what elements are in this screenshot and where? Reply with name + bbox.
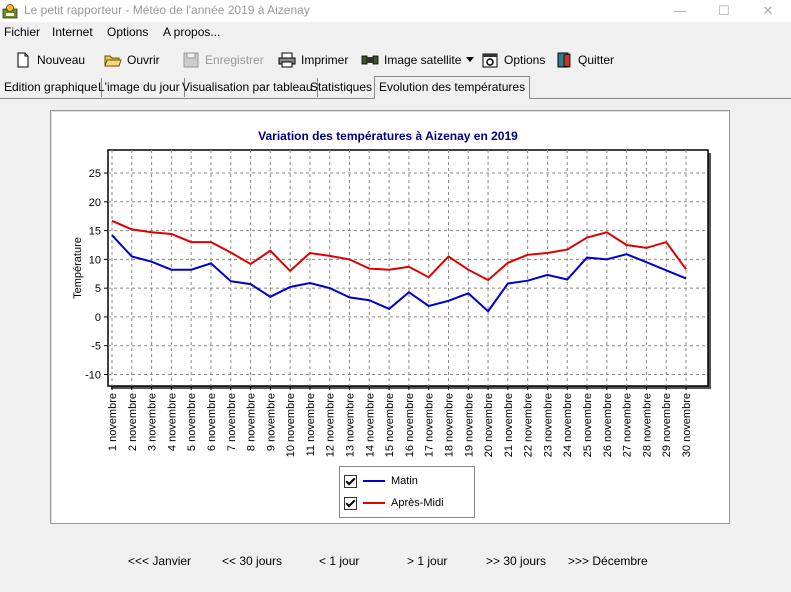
x-tick-label: 30 novembre [681,393,693,457]
maximize-button[interactable]: ☐ [718,3,730,18]
x-tick-label: 13 novembre [345,393,357,457]
satellite-icon [361,55,379,65]
ouvrir-button[interactable]: Ouvrir [104,48,160,72]
x-tick-label: 7 novembre [226,393,238,451]
y-tick-label: 20 [89,197,101,209]
options-label: Options [504,53,546,67]
y-axis-label: Température [72,237,84,299]
x-tick-label: 5 novembre [186,393,198,451]
toolbar: Nouveau Ouvrir Enregistrer Imprimer Imag… [0,46,791,74]
x-tick-label: 29 novembre [661,393,673,457]
y-tick-label: 10 [89,254,101,266]
title-bar: Le petit rapporteur - Météo de l'année 2… [0,0,791,22]
x-tick-label: 18 novembre [443,393,455,457]
matin-checkbox[interactable] [344,474,357,488]
y-tick-label: -5 [91,341,101,353]
exit-door-icon [557,52,571,68]
window-title: Le petit rapporteur - Météo de l'année 2… [24,3,310,17]
x-tick-label: 17 novembre [424,393,436,457]
x-tick-label: 23 novembre [542,393,554,457]
x-tick-label: 20 novembre [483,393,495,457]
legend-item-matin[interactable]: Matin [344,472,418,490]
x-tick-label: 21 novembre [503,393,515,457]
x-tick-label: 27 novembre [622,393,634,457]
legend-label-matin: Matin [391,475,418,487]
x-tick-label: 11 novembre [305,393,317,456]
close-button[interactable]: ✕ [762,3,774,18]
imprimer-button[interactable]: Imprimer [278,48,348,72]
plot-area [107,149,709,387]
app-icon [2,4,18,19]
imprimer-label: Imprimer [301,53,349,67]
legend-line-matin [363,480,385,482]
x-tick-label: 1 novembre [107,393,119,451]
ouvrir-label: Ouvrir [127,53,160,67]
new-file-icon [17,52,29,68]
nouveau-label: Nouveau [37,53,86,67]
printer-icon [278,52,296,68]
x-tick-label: 25 novembre [582,393,594,457]
chart-title: Variation des températures à Aizenay en … [258,129,518,143]
save-icon [183,52,199,68]
menu-options[interactable]: Options [107,25,149,39]
x-tick-label: 12 novembre [325,393,337,457]
x-tick-label: 14 novembre [364,393,376,457]
x-tick-label: 22 novembre [523,393,535,457]
next-month-button[interactable]: >>> Décembre [568,554,648,568]
x-tick-label: 10 novembre [285,393,297,457]
legend-item-apres-midi[interactable]: Après-Midi [344,494,444,512]
x-tick-label: 15 novembre [384,393,396,457]
x-tick-label: 4 novembre [166,393,178,451]
x-tick-label: 2 novembre [127,393,139,451]
series-line-apres-midi [111,219,687,282]
minimize-button[interactable]: — [673,3,687,18]
y-tick-label: 25 [89,168,101,180]
legend-line-apres-midi [363,502,385,504]
x-tick-label: 6 novembre [206,393,218,451]
menu-a-propos[interactable]: A propos... [163,25,221,39]
navigation-bar: <<< Janvier << 30 jours < 1 jour > 1 jou… [0,550,791,572]
x-tick-label: 8 novembre [246,393,258,451]
tab-edition-graphique[interactable]: Edition graphique [0,78,103,97]
enregistrer-button[interactable]: Enregistrer [182,48,264,72]
series-line-matin [111,234,687,313]
x-tick-label: 9 novembre [265,393,277,451]
nouveau-button[interactable]: Nouveau [14,48,85,72]
menu-bar: Fichier Internet Options A propos... [0,22,791,44]
x-tick-label: 24 novembre [562,393,574,457]
tab-image-du-jour[interactable]: L'image du jour [94,78,185,97]
chart-legend: Matin Après-Midi [339,466,475,518]
y-tick-label: 15 [89,226,101,238]
menu-internet[interactable]: Internet [52,25,93,39]
open-folder-icon [104,55,122,67]
next-1-day-button[interactable]: > 1 jour [407,554,448,568]
next-30-days-button[interactable]: >> 30 jours [486,554,547,568]
tab-bar: Edition graphique L'image du jour Visual… [0,76,791,99]
enregistrer-label: Enregistrer [205,53,264,67]
prev-30-days-button[interactable]: << 30 jours [222,554,283,568]
apres-midi-checkbox[interactable] [344,496,357,510]
y-tick-label: -10 [85,369,101,381]
tab-visualisation-tableau[interactable]: Visualisation par tableau [178,78,318,97]
options-icon [482,53,498,68]
image-satellite-button[interactable]: Image satellite [361,48,475,72]
prev-month-button[interactable]: <<< Janvier [128,554,192,568]
legend-label-apres-midi: Après-Midi [391,497,444,509]
tab-evolution-temperatures[interactable]: Evolution des températures [374,76,531,99]
menu-fichier[interactable]: Fichier [4,25,41,39]
y-tick-label: 0 [95,312,101,324]
prev-1-day-button[interactable]: < 1 jour [319,554,360,568]
chevron-down-icon[interactable] [466,57,475,63]
x-tick-label: 28 novembre [641,393,653,457]
x-tick-label: 19 novembre [463,393,475,457]
quitter-label: Quitter [578,53,615,67]
x-tick-label: 26 novembre [602,393,614,457]
x-tick-label: 16 novembre [404,393,416,457]
options-button[interactable]: Options [481,48,545,72]
x-tick-label: 3 novembre [147,393,159,451]
image-satellite-label: Image satellite [384,53,462,67]
y-tick-label: 5 [95,283,101,295]
quitter-button[interactable]: Quitter [555,48,614,72]
